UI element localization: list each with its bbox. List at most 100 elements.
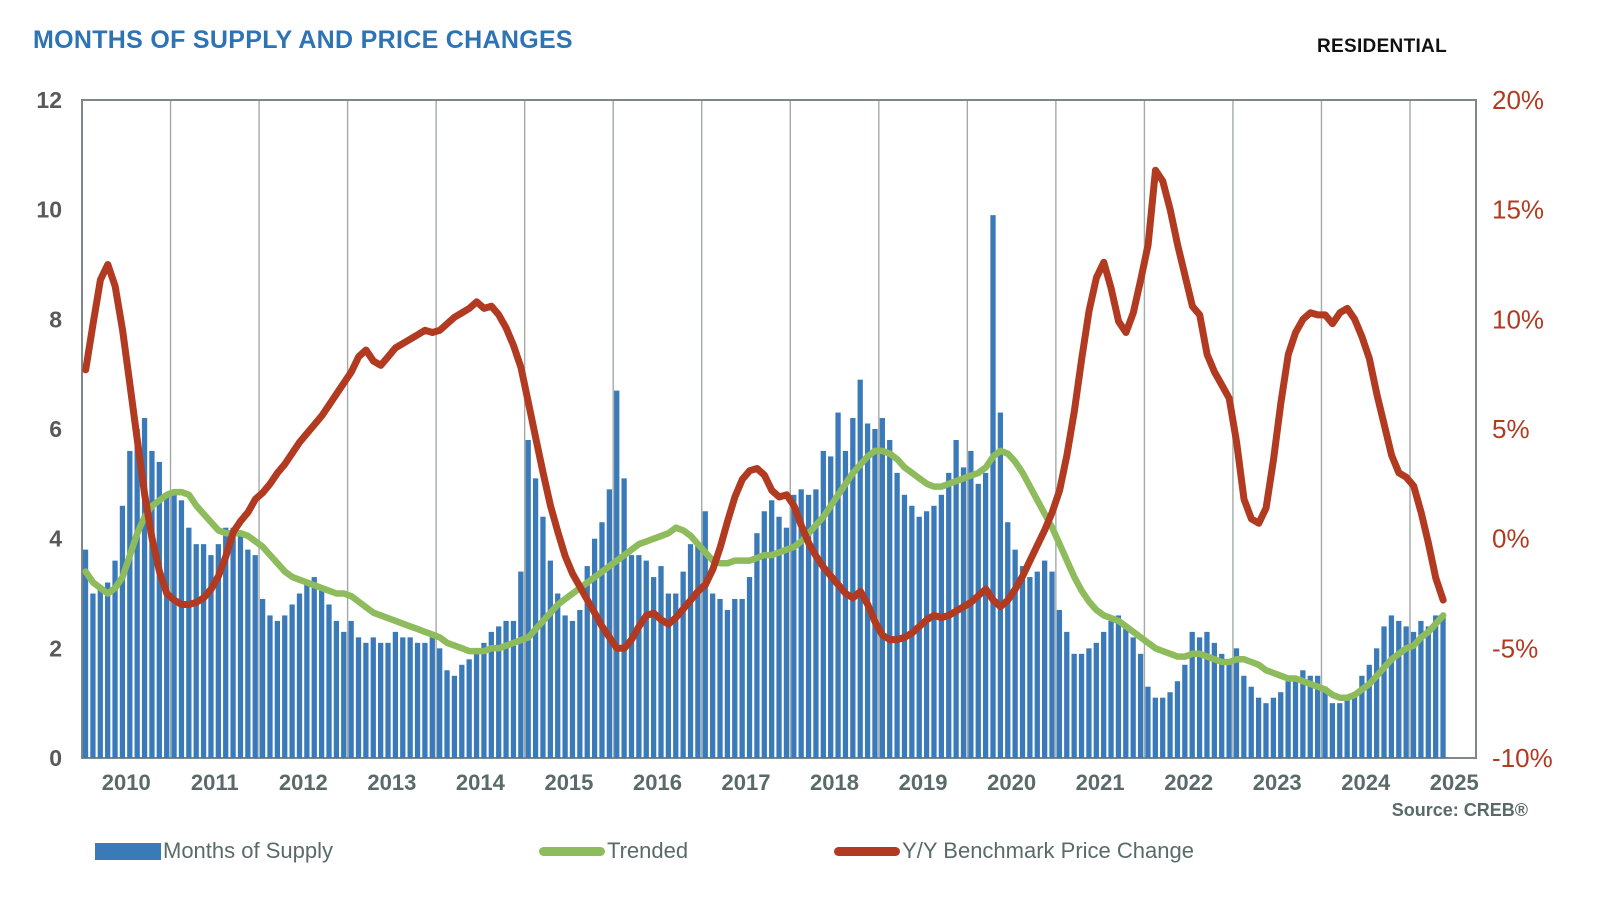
legend: Months of Supply Trended Y/Y Benchmark P… bbox=[95, 838, 1194, 864]
supply-bar bbox=[982, 472, 989, 758]
supply-bar bbox=[1174, 681, 1181, 758]
supply-bar bbox=[451, 675, 458, 758]
supply-bar bbox=[437, 648, 443, 758]
line-swatch-icon bbox=[834, 846, 901, 856]
x-axis-year-label: 2014 bbox=[456, 770, 506, 795]
left-axis-tick: 12 bbox=[36, 87, 62, 113]
supply-bar bbox=[348, 620, 354, 758]
supply-bar bbox=[1189, 631, 1195, 758]
supply-bar bbox=[82, 549, 89, 758]
right-axis-tick: -5% bbox=[1492, 633, 1538, 663]
supply-bar bbox=[1410, 631, 1417, 758]
supply-bar bbox=[990, 215, 996, 758]
legend-label: Y/Y Benchmark Price Change bbox=[902, 838, 1194, 863]
supply-bar bbox=[879, 418, 885, 758]
supply-bar bbox=[1278, 692, 1284, 758]
supply-bar bbox=[518, 571, 524, 758]
supply-bar bbox=[171, 494, 177, 758]
supply-bar bbox=[687, 544, 694, 758]
supply-bar bbox=[525, 439, 531, 758]
legend-item-months-of-supply: Months of Supply bbox=[95, 838, 333, 864]
supply-bar bbox=[1078, 653, 1085, 758]
supply-bar bbox=[695, 544, 701, 758]
supply-bar bbox=[488, 631, 494, 758]
supply-bar bbox=[1403, 626, 1409, 758]
supply-bar bbox=[960, 467, 967, 758]
supply-bar bbox=[761, 511, 767, 758]
supply-bar bbox=[850, 418, 856, 758]
right-axis-tick: 20% bbox=[1492, 85, 1544, 115]
supply-bar bbox=[673, 593, 679, 758]
supply-bar bbox=[746, 577, 753, 758]
supply-bar bbox=[141, 418, 148, 758]
supply-bar bbox=[134, 429, 140, 758]
supply-bar bbox=[628, 555, 635, 758]
x-axis-year-label: 2025 bbox=[1430, 770, 1479, 795]
x-axis-year-label: 2012 bbox=[279, 770, 328, 795]
supply-bar bbox=[577, 609, 583, 758]
left-axis-tick: 2 bbox=[49, 635, 62, 661]
supply-bar bbox=[606, 489, 612, 758]
x-axis-year-label: 2011 bbox=[191, 770, 239, 795]
supply-bar bbox=[702, 511, 708, 758]
supply-bar bbox=[318, 588, 325, 758]
supply-bar bbox=[621, 478, 627, 758]
left-axis-tick: 4 bbox=[49, 526, 62, 552]
supply-bar bbox=[481, 642, 487, 758]
supply-bar bbox=[1219, 653, 1225, 758]
supply-bar bbox=[392, 631, 399, 758]
supply-bar bbox=[591, 538, 598, 758]
supply-bar bbox=[341, 631, 347, 758]
supply-bar bbox=[1270, 697, 1276, 758]
supply-bar bbox=[237, 533, 244, 758]
x-axis-year-label: 2013 bbox=[367, 770, 416, 795]
supply-bar bbox=[1241, 675, 1247, 758]
supply-bar bbox=[267, 615, 273, 758]
supply-bar bbox=[1019, 566, 1026, 758]
supply-bar bbox=[569, 620, 576, 758]
supply-bar bbox=[444, 670, 450, 758]
supply-bar bbox=[1263, 703, 1269, 758]
x-axis-year-label: 2019 bbox=[899, 770, 948, 795]
supply-bar bbox=[923, 511, 930, 758]
x-axis-year-label: 2018 bbox=[810, 770, 859, 795]
supply-bar bbox=[636, 555, 642, 758]
supply-bar bbox=[1049, 571, 1055, 758]
x-axis-year-label: 2020 bbox=[987, 770, 1036, 795]
supply-bar bbox=[732, 598, 738, 758]
supply-bar bbox=[414, 642, 421, 758]
supply-bar bbox=[555, 593, 561, 758]
supply-bar bbox=[1034, 571, 1040, 758]
supply-bar bbox=[540, 516, 546, 758]
supply-bar bbox=[459, 664, 465, 758]
supply-bar bbox=[953, 439, 959, 758]
supply-bar bbox=[1160, 697, 1166, 758]
supply-bar bbox=[1337, 703, 1343, 758]
x-axis-year-label: 2024 bbox=[1341, 770, 1391, 795]
supply-bar bbox=[407, 637, 413, 758]
legend-item-price-change: Y/Y Benchmark Price Change bbox=[834, 838, 1194, 864]
supply-bar bbox=[643, 560, 649, 758]
supply-bar bbox=[1351, 692, 1358, 758]
supply-bar bbox=[466, 659, 472, 758]
supply-bar bbox=[510, 620, 517, 758]
supply-bar bbox=[326, 604, 332, 758]
supply-bar bbox=[916, 516, 922, 758]
supply-bar bbox=[717, 598, 723, 758]
supply-bar bbox=[385, 642, 391, 758]
supply-bar bbox=[754, 533, 760, 758]
supply-bar bbox=[1204, 631, 1210, 758]
left-axis-tick: 0 bbox=[49, 745, 62, 771]
supply-bar bbox=[997, 412, 1004, 758]
supply-bar bbox=[149, 450, 155, 758]
supply-bar bbox=[223, 527, 229, 758]
supply-bar bbox=[245, 549, 251, 758]
supply-bar bbox=[200, 544, 207, 758]
right-axis-tick: 5% bbox=[1492, 414, 1530, 444]
supply-bar bbox=[156, 461, 162, 758]
supply-bar bbox=[562, 615, 568, 758]
supply-bar bbox=[532, 478, 539, 758]
supply-bar bbox=[724, 609, 731, 758]
supply-bar bbox=[1130, 637, 1136, 758]
